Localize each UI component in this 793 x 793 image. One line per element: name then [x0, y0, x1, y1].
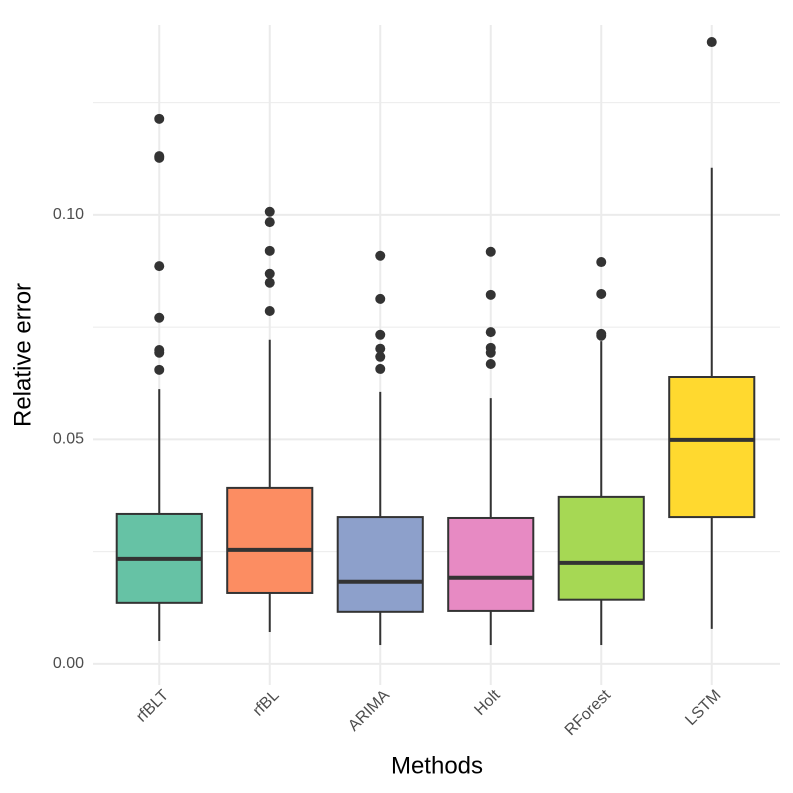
outlier	[375, 250, 386, 261]
outlier	[264, 217, 275, 228]
outlier	[706, 37, 717, 48]
outlier	[154, 152, 165, 163]
y-tick-label: 0.00	[53, 655, 84, 672]
x-tick-label: rfBL	[250, 687, 283, 720]
outlier	[485, 358, 496, 369]
outlier	[154, 364, 165, 375]
outlier	[596, 257, 607, 268]
y-tick-label: 0.10	[53, 206, 84, 223]
outlier	[264, 277, 275, 288]
x-tick-label: ARIMA	[345, 687, 393, 735]
outlier	[264, 268, 275, 279]
x-tick-label: rfBLT	[133, 687, 172, 726]
outlier	[375, 351, 386, 362]
outlier	[485, 347, 496, 358]
outlier	[154, 261, 165, 272]
outlier	[264, 245, 275, 256]
outlier	[375, 293, 386, 304]
outlier	[375, 329, 386, 340]
outlier	[264, 306, 275, 316]
x-axis-title: Methods	[391, 752, 483, 779]
box	[226, 486, 314, 594]
x-tick-label: Holt	[471, 686, 504, 719]
box	[668, 376, 756, 519]
y-axis-title: Relative error	[9, 283, 36, 427]
outlier	[375, 363, 386, 374]
x-tick-label: RForest	[562, 686, 615, 739]
outlier	[375, 343, 386, 354]
outlier	[485, 289, 496, 300]
box	[557, 495, 645, 601]
x-tick-label: LSTM	[682, 687, 724, 729]
outlier	[154, 113, 165, 124]
outlier	[596, 330, 607, 341]
box	[447, 516, 535, 612]
outlier	[485, 246, 496, 257]
box	[336, 516, 424, 613]
outlier	[154, 347, 165, 358]
outlier	[485, 327, 496, 338]
outlier	[264, 206, 275, 217]
y-tick-label: 0.05	[53, 431, 84, 448]
outlier	[596, 288, 607, 299]
outlier	[154, 312, 165, 323]
